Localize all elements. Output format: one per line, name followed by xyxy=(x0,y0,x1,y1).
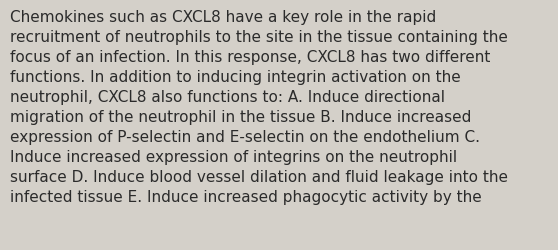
Text: Chemokines such as CXCL8 have a key role in the rapid
recruitment of neutrophils: Chemokines such as CXCL8 have a key role… xyxy=(10,10,508,204)
